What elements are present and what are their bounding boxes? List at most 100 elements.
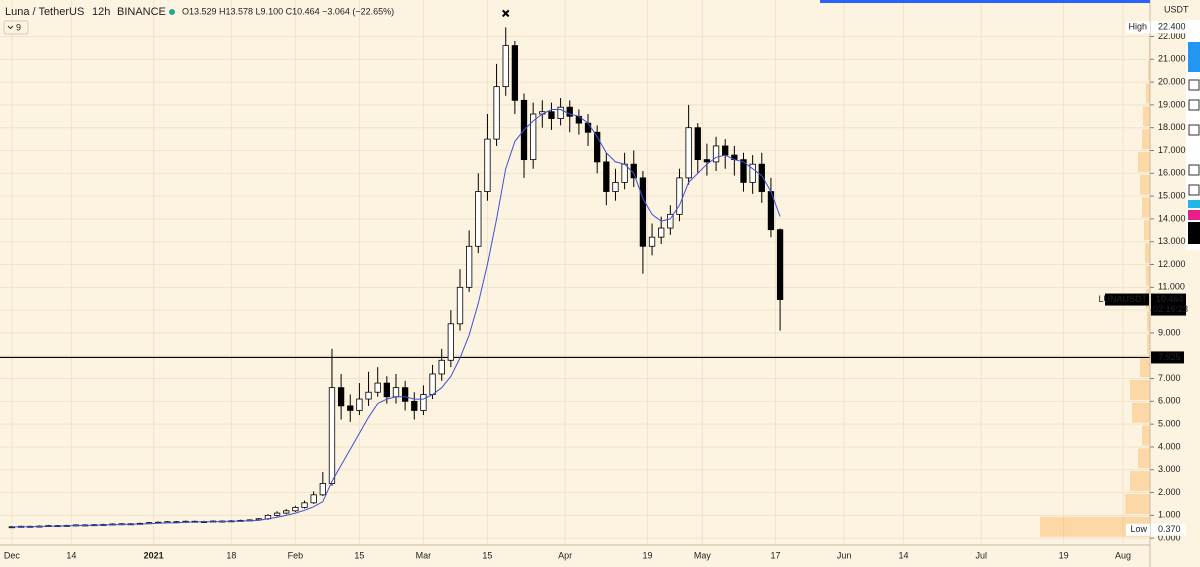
last-price-label: 10.464	[1156, 294, 1184, 304]
candle-body	[401, 387, 409, 402]
y-tick-label: 4.000	[1158, 441, 1181, 451]
y-tick-label: 9.000	[1158, 327, 1181, 337]
volume-profile-bar	[1130, 471, 1150, 492]
y-tick-label: 21.000	[1158, 54, 1186, 64]
candle-body	[502, 45, 509, 88]
candle-body	[594, 131, 601, 163]
volume-profile-bar	[1148, 60, 1150, 81]
x-tick-label: 2021	[144, 550, 164, 560]
y-tick-label: 5.000	[1158, 419, 1181, 429]
x-tick-label: Jul	[976, 550, 988, 560]
volume-profile-bar	[1130, 379, 1150, 400]
candle-body	[548, 111, 555, 119]
candle-body	[493, 86, 500, 140]
tool-icon[interactable]	[1188, 42, 1200, 72]
candle-body	[676, 177, 683, 215]
candle-body	[722, 145, 729, 156]
candle-body	[447, 323, 454, 361]
price-mark-name: Low	[1130, 524, 1147, 534]
ma-length: 9	[16, 22, 21, 32]
countdown: 02:16:23	[1153, 304, 1188, 314]
y-tick-label: 18.000	[1158, 122, 1186, 132]
candle-body	[685, 127, 692, 179]
y-tick-label: 3.000	[1158, 464, 1181, 474]
moving-average	[11, 109, 781, 528]
y-tick-label: 16.000	[1158, 168, 1186, 178]
volume-profile-bar	[1143, 106, 1150, 127]
volume-profile-bar	[1142, 425, 1150, 446]
tool-icon[interactable]	[1188, 222, 1200, 244]
x-tick-label: 14	[66, 550, 76, 560]
y-tick-label: 20.000	[1158, 76, 1186, 86]
tool-icon[interactable]	[1188, 79, 1200, 91]
x-tick-label: May	[694, 550, 712, 560]
volume-profile-bar	[1140, 357, 1150, 378]
candle-body	[328, 387, 336, 484]
candle-body	[694, 127, 701, 161]
x-tick-label: 19	[1059, 550, 1069, 560]
candle-body	[530, 113, 537, 161]
x-tick-label: Dec	[4, 550, 21, 560]
candle-body	[420, 394, 427, 411]
candle-body	[310, 494, 317, 504]
y-tick-label: 15.000	[1158, 190, 1186, 200]
price-mark-label: 0.370	[1158, 524, 1181, 534]
indicator-toggle[interactable]	[3, 20, 29, 35]
candle-body	[667, 213, 674, 229]
price-mark-bg	[1126, 523, 1150, 536]
hline-box	[1151, 351, 1184, 364]
tool-icon[interactable]	[1188, 99, 1200, 111]
y-tick-label: 19.000	[1158, 99, 1186, 109]
candle-body	[283, 510, 290, 514]
hline-label: 7.925	[1158, 352, 1181, 362]
x-tick-label: 15	[482, 550, 492, 560]
last-price-box	[1151, 293, 1186, 316]
tool-icon[interactable]	[1188, 210, 1200, 220]
x-tick-label: Mar	[416, 550, 432, 560]
y-tick-label: 14.000	[1158, 213, 1186, 223]
price-mark-box	[1151, 523, 1186, 536]
tool-icon[interactable]	[1188, 184, 1200, 196]
volume-profile-bar	[1146, 265, 1150, 286]
tool-icon[interactable]	[1188, 164, 1200, 176]
candle-body	[776, 229, 784, 300]
y-tick-label: 6.000	[1158, 396, 1181, 406]
x-tick-label: 19	[642, 550, 652, 560]
candle-body	[365, 391, 372, 400]
y-tick-label: 2.000	[1158, 487, 1181, 497]
ohlc-readout: O13.529 H13.578 L9.100 C10.464 −3.064 (−…	[182, 6, 394, 16]
candle-body	[301, 502, 308, 508]
volume-profile-bar	[1142, 129, 1150, 150]
x-tick-label: 17	[770, 550, 780, 560]
y-tick-label: 11.000	[1158, 282, 1185, 292]
chevron	[7, 25, 14, 30]
volume-profile-bar	[1145, 243, 1150, 264]
y-tick-label: 17.000	[1158, 145, 1186, 155]
volume-profile-bar	[1138, 448, 1150, 469]
volume-profile-bar	[1147, 311, 1150, 332]
y-tick-label: 1.000	[1158, 510, 1181, 520]
candle-body	[648, 236, 656, 247]
symbol-label: LUNAUSDT	[1098, 294, 1147, 304]
axis-unit: USDT	[1164, 4, 1189, 14]
candle-body	[612, 182, 619, 192]
candle-body	[484, 138, 491, 192]
y-tick-label: 12.000	[1158, 259, 1186, 269]
price-mark-box	[1151, 21, 1186, 34]
candle-body	[383, 382, 390, 398]
volume-profile-bar	[1144, 220, 1150, 241]
toolbar	[1186, 20, 1200, 250]
volume-profile-bar	[1132, 402, 1150, 423]
symbol-title: Luna / TetherUS	[5, 6, 84, 18]
candle-body	[703, 159, 711, 163]
symbol-box	[1105, 293, 1149, 306]
tool-icon[interactable]	[1188, 200, 1200, 208]
y-tick-label: 22.000	[1158, 31, 1186, 41]
y-tick-label: 7.000	[1158, 373, 1181, 383]
candle-body	[621, 163, 628, 183]
candle-body	[603, 161, 610, 192]
tool-icon[interactable]	[1188, 124, 1200, 136]
candle-body	[511, 45, 519, 101]
x-tick-label: Aug	[1115, 550, 1131, 560]
